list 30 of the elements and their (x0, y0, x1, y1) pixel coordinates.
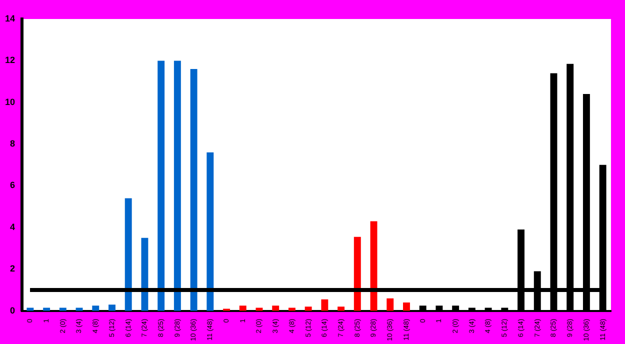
y-tick-label: 8 (10, 138, 16, 149)
y-tick-label: 12 (4, 55, 16, 66)
bar (272, 306, 280, 311)
bar (354, 236, 361, 311)
bar (206, 152, 214, 311)
bar (256, 308, 263, 311)
bar (190, 69, 198, 311)
bar (288, 308, 296, 311)
y-tick-label: 0 (10, 305, 16, 316)
bar (59, 308, 66, 311)
bar (338, 306, 345, 311)
y-tick-label: 14 (4, 13, 16, 24)
bar (403, 302, 410, 311)
y-tick-label: 6 (10, 180, 16, 190)
bar (76, 308, 83, 311)
bar (43, 308, 50, 311)
bar (386, 298, 394, 311)
bar (321, 299, 328, 311)
bar (26, 308, 34, 311)
bar (124, 198, 132, 311)
y-tick-label: 4 (10, 222, 16, 232)
bar (92, 306, 100, 311)
y-tick-label: 10 (4, 96, 16, 107)
y-tick-label: 2 (10, 264, 16, 274)
bar (239, 306, 246, 311)
bar (108, 304, 116, 311)
bar (174, 60, 181, 311)
bar (141, 238, 148, 311)
bar (158, 60, 165, 311)
bar (304, 306, 312, 311)
